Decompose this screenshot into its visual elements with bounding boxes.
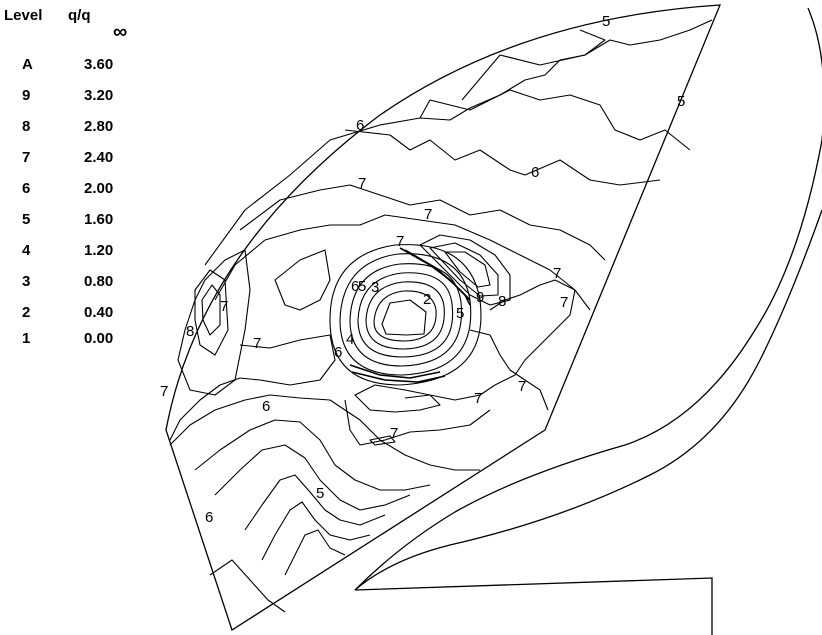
contour-line (404, 279, 576, 401)
legend-level: 1 (22, 330, 30, 347)
contour-label: 7 (396, 233, 404, 250)
contour-line (274, 249, 331, 311)
contour-label: 7 (220, 298, 228, 315)
legend-level: 4 (22, 242, 31, 259)
contour-line (239, 184, 606, 261)
contour-label: 6 (531, 164, 539, 181)
body-geometry (165, 4, 822, 635)
contour-line (177, 249, 251, 396)
contour-line (349, 364, 441, 379)
contour-line (339, 253, 472, 376)
contour-label: 6 (262, 398, 270, 415)
contour-line (344, 399, 491, 446)
contour-label: 5 (456, 305, 464, 322)
legend-level: A (22, 56, 33, 73)
legend-value: 0.40 (84, 304, 113, 321)
contour-line (261, 501, 371, 561)
legend-header-level: Level (4, 7, 42, 24)
contour-label: 7 (358, 175, 366, 192)
contour-line (354, 384, 441, 413)
contour-label: 7 (553, 265, 561, 282)
contour-label: 5 (358, 278, 366, 295)
contour-label: 7 (560, 294, 568, 311)
contour-label: 7 (160, 383, 168, 400)
legend-header-infinity: ∞ (113, 21, 127, 43)
legend-value: 2.80 (84, 118, 113, 135)
contour-line (381, 299, 427, 336)
measurement-sector-boundary (165, 4, 721, 631)
contour-line (365, 281, 445, 350)
contour-line (209, 559, 286, 613)
contour-label: 6 (351, 278, 359, 295)
legend: Level q/q ∞ A 3.60 9 3.20 8 2.80 7 2.40 … (4, 7, 127, 347)
contour-line (369, 435, 396, 446)
contour-label: 4 (346, 331, 354, 348)
legend-value: 1.60 (84, 211, 113, 228)
legend-header-quantity: q/q (68, 7, 91, 24)
contour-label: 7 (424, 206, 432, 223)
contour-label: 5 (316, 485, 324, 502)
contour-line (194, 419, 431, 491)
legend-level: 7 (22, 149, 30, 166)
legend-level: 9 (22, 87, 30, 104)
legend-value: 3.60 (84, 56, 113, 73)
contour-line (404, 249, 471, 301)
legend-level: 6 (22, 180, 30, 197)
contour-line (169, 394, 480, 471)
contour-line (419, 234, 511, 306)
contour-line (469, 329, 549, 411)
contour-label: 7 (253, 335, 261, 352)
legend-value: 3.20 (84, 87, 113, 104)
legend-level: 2 (22, 304, 30, 321)
contour-label: 6 (205, 509, 213, 526)
contour-label: 7 (474, 390, 482, 407)
contour-line (419, 89, 691, 151)
contour-line (351, 371, 446, 383)
contour-label: 9 (476, 289, 484, 306)
contour-label: 8 (186, 323, 194, 340)
contour-line (201, 284, 221, 336)
legend-value: 0.00 (84, 330, 113, 347)
body-outline-strut (354, 577, 713, 635)
contour-label: 8 (498, 293, 506, 310)
contour-line (214, 444, 411, 511)
contour-line (244, 474, 386, 531)
contour-line (214, 214, 591, 311)
legend-value: 2.40 (84, 149, 113, 166)
contour-label: 6 (334, 344, 342, 361)
legend-value: 1.20 (84, 242, 113, 259)
contour-label: 6 (356, 117, 364, 134)
body-outline-right-outer (354, 209, 822, 591)
contour-line (461, 29, 606, 101)
legend-value: 0.80 (84, 273, 113, 290)
contour-label: 7 (518, 378, 526, 395)
contour-label: 5 (602, 13, 610, 30)
contour-line (204, 19, 713, 266)
contour-line (284, 529, 346, 576)
contour-label: 5 (677, 93, 685, 110)
contour-line (429, 242, 499, 297)
contour-lines (169, 19, 713, 613)
contour-line (349, 263, 463, 367)
contour-line (194, 269, 229, 356)
contour-line (357, 272, 454, 358)
contour-label: 7 (390, 425, 398, 442)
contour-line (344, 129, 661, 186)
contour-line (169, 334, 336, 441)
contour-label: 2 (423, 291, 431, 308)
legend-level: 5 (22, 211, 30, 228)
legend-value: 2.00 (84, 180, 113, 197)
contour-line (373, 290, 437, 342)
contour-label: 3 (371, 279, 379, 296)
contour-labels: 5 5 6 6 7 7 7 6 5 3 2 5 9 8 7 7 8 7 7 4 … (160, 13, 685, 526)
legend-level: 3 (22, 273, 30, 290)
contour-line (444, 251, 491, 288)
legend-level: 8 (22, 118, 30, 135)
body-outline-right-inner (354, 7, 822, 591)
